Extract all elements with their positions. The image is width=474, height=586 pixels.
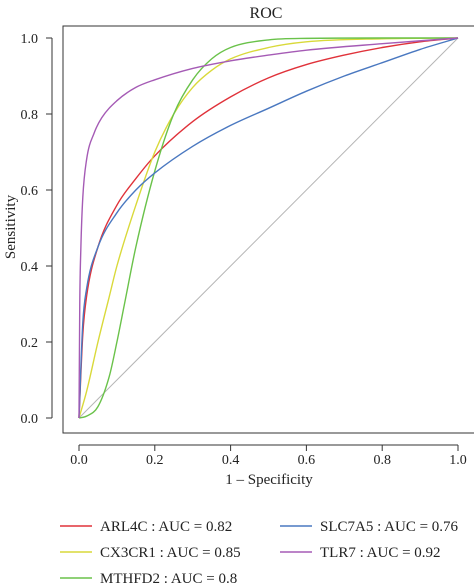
y-tick-label: 1.0 xyxy=(21,32,39,47)
legend-label-mthfd2: MTHFD2 : AUC = 0.8 xyxy=(100,571,237,586)
y-tick-label: 0.0 xyxy=(21,412,39,427)
roc-curve-tlr7 xyxy=(78,37,459,419)
reference-diagonal xyxy=(78,37,459,419)
x-tick-label: 0.6 xyxy=(298,453,316,468)
x-tick-label: 0.4 xyxy=(222,453,240,468)
plot-frame xyxy=(62,25,474,434)
y-tick-label: 0.4 xyxy=(21,260,39,275)
x-tick-label: 0.2 xyxy=(146,453,164,468)
series-lines xyxy=(78,37,459,419)
roc-curve-mthfd2 xyxy=(78,37,458,419)
y-axis-title: Sensitivity xyxy=(3,194,19,259)
x-tick-label: 1.0 xyxy=(449,453,467,468)
legend-label-slc7a5: SLC7A5 : AUC = 0.76 xyxy=(320,519,459,535)
x-tick-label: 0.8 xyxy=(373,453,391,468)
y-tick-label: 0.6 xyxy=(21,184,39,199)
legend-label-tlr7: TLR7 : AUC = 0.92 xyxy=(320,545,441,561)
x-tick-label: 0.0 xyxy=(70,453,88,468)
y-tick-label: 0.8 xyxy=(21,108,39,123)
roc-curve-arl4c xyxy=(78,37,459,419)
chart-title: ROC xyxy=(250,5,283,22)
legend-label-cx3cr1: CX3CR1 : AUC = 0.85 xyxy=(100,545,241,561)
x-axis-title: 1 – Specificity xyxy=(225,472,313,488)
roc-curve-slc7a5 xyxy=(78,37,459,419)
y-tick-label: 0.2 xyxy=(21,336,39,351)
axes: 0.0 0.2 0.4 0.6 0.8 1.0 0.0 0.2 0.4 0.6 0.8 1.0 xyxy=(21,32,467,468)
legend-label-arl4c: ARL4C : AUC = 0.82 xyxy=(100,519,232,535)
legend: ARL4C : AUC = 0.82 CX3CR1 : AUC = 0.85 MTH… xyxy=(60,519,459,586)
diagonal-line xyxy=(78,37,459,419)
